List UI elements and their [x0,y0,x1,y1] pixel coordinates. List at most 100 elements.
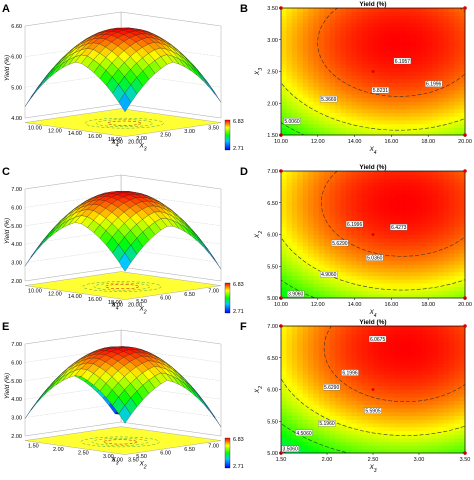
contour-cell [362,204,368,209]
contour-cell [378,264,385,269]
contour-cell [281,286,287,291]
contour-cell [362,56,368,61]
contour-cell [345,363,352,368]
contour-cell [389,120,396,125]
contour-cell [454,208,460,213]
contour-cell [291,86,298,91]
contour-cell [459,367,466,372]
contour-cell [367,396,374,402]
contour-cell [437,249,444,254]
contour-cell [324,56,331,61]
contour-cell [356,290,363,295]
contour-cell [448,393,455,398]
contour-cell [405,116,412,121]
contour-cell [448,11,455,16]
contour-cell [400,241,406,247]
contour-cell [378,367,385,372]
contour-cell [367,185,374,191]
contour-cell [405,193,412,198]
contour-cell [394,182,401,187]
contour-cell [448,329,455,334]
contour-cell [340,279,347,284]
contour-cell [427,127,433,132]
contour-cell [437,396,444,402]
y-tick-label: 18.00 [108,300,122,306]
contour-cell [302,268,309,273]
contour-cell [356,404,363,409]
contour-cell [335,245,341,250]
contour-cell [313,340,320,346]
contour-cell [324,64,331,69]
contour-cell [410,78,417,84]
contour-cell [362,348,368,353]
contour-cell [454,367,460,372]
contour-cell [437,112,444,117]
contour-cell [427,234,433,239]
contour-cell [448,227,455,232]
contour-cell [313,294,320,299]
contour-cell [318,290,325,295]
contour-cell [427,52,433,57]
contour-cell [318,279,325,284]
contour-cell [427,219,433,224]
contour-cell [443,171,450,176]
contour-cell [443,208,450,213]
contour-cell [427,415,433,420]
contour-cell [410,260,417,265]
contour-cell [410,37,417,43]
contour-cell [378,352,385,357]
contour-cell [448,234,455,239]
contour-cell [389,423,396,428]
contour-label-box [425,80,443,87]
contour-cell [389,230,396,235]
contour-cell [405,249,412,254]
contour-cell [389,249,396,254]
contour-cell [427,26,433,31]
contour-cell [362,223,368,228]
contour-cell [410,182,417,187]
contour-cell [329,171,336,176]
contour-cell [329,441,336,446]
contour-cell [313,15,320,20]
contour-cell [362,26,368,31]
contour-cell [335,97,341,102]
contour-cell [297,241,304,247]
contour-cell [405,215,412,220]
contour-cell [373,400,379,405]
contour-cell [286,197,293,202]
contour-cell [427,348,433,353]
contour-cell [416,404,423,409]
contour-cell [362,344,368,349]
contour-cell [356,182,363,187]
contour-cell [291,219,298,224]
contour-cell [389,393,396,398]
contour-cell [340,75,347,80]
contour-cell [318,430,325,435]
contour-cell [378,340,385,346]
contour-cell [297,30,304,35]
contour-cell [345,78,352,84]
contour-cell [437,64,444,69]
contour-cell [313,219,320,224]
contour-cell [362,378,368,383]
contour-cell [437,411,444,417]
contour-cell [400,230,406,235]
contour-cell [405,441,412,446]
contour-cell [383,34,390,39]
contour-cell [443,86,450,91]
contour-cell [459,86,466,91]
contour-cell [367,393,374,398]
contour-cell [421,340,428,346]
contour-cell [389,212,396,217]
contour-cell [448,120,455,125]
contour-cell [437,415,444,420]
contour-cell [335,171,341,176]
contour-cell [329,415,336,420]
contour-cell [459,344,466,349]
contour-cell [335,219,341,224]
contour-cell [459,82,466,87]
contour-cell [416,34,423,39]
contour-cell [335,26,341,31]
contour-cell [318,78,325,84]
contour-cell [340,26,347,31]
